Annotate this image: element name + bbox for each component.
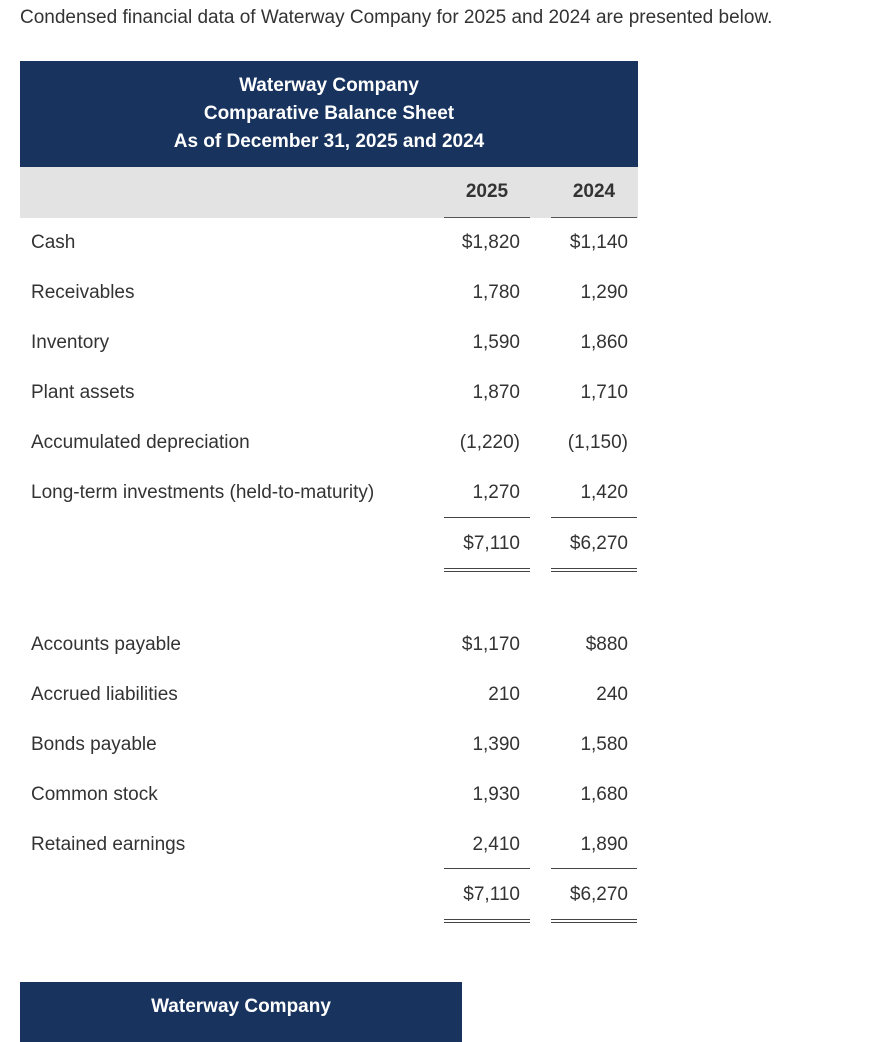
company-name: Waterway Company bbox=[239, 75, 419, 96]
long-term-investments-2024: 1,420 bbox=[580, 482, 628, 503]
row-label-cash: Cash bbox=[31, 232, 76, 253]
row-label-inventory: Inventory bbox=[31, 332, 110, 353]
year-2024-underline bbox=[551, 217, 637, 218]
balance-sheet-header: Waterway Company Comparative Balance She… bbox=[20, 61, 638, 167]
assets-subtotal-rule-2024 bbox=[551, 517, 637, 518]
row-label-long-term-investments: Long-term investments (held-to-maturity) bbox=[31, 482, 375, 503]
row-label-receivables: Receivables bbox=[31, 282, 135, 303]
accrued-liabilities-2025: 210 bbox=[488, 684, 520, 705]
assets-subtotal-rule-2025 bbox=[444, 517, 530, 518]
total-assets-2024: $6,270 bbox=[569, 533, 628, 554]
year-header-band bbox=[20, 167, 638, 218]
total-liabilities-equity-2025: $7,110 bbox=[463, 884, 520, 905]
row-label-accounts-payable: Accounts payable bbox=[31, 634, 181, 655]
accrued-liabilities-2024: 240 bbox=[596, 684, 628, 705]
inventory-2025: 1,590 bbox=[472, 332, 520, 353]
common-stock-2024: 1,680 bbox=[580, 784, 628, 805]
receivables-2025: 1,780 bbox=[472, 282, 520, 303]
row-label-common-stock: Common stock bbox=[31, 784, 158, 805]
row-label-accrued-liabilities: Accrued liabilities bbox=[31, 684, 178, 705]
liabilities-subtotal-rule-2025 bbox=[444, 868, 530, 869]
accounts-payable-2025: $1,170 bbox=[461, 634, 520, 655]
plant-assets-2024: 1,710 bbox=[580, 382, 628, 403]
assets-double-rule-2024 bbox=[551, 568, 637, 572]
row-label-accumulated-depreciation: Accumulated depreciation bbox=[31, 432, 250, 453]
inventory-2024: 1,860 bbox=[580, 332, 628, 353]
liabilities-double-rule-2024 bbox=[551, 919, 637, 923]
bonds-payable-2024: 1,580 bbox=[580, 734, 628, 755]
accumulated-depreciation-2025: (1,220) bbox=[459, 432, 520, 453]
liabilities-double-rule-2025 bbox=[444, 919, 530, 923]
next-statement-company: Waterway Company bbox=[151, 996, 331, 1017]
retained-earnings-2025: 2,410 bbox=[472, 834, 520, 855]
cash-2025: $1,820 bbox=[461, 232, 520, 253]
receivables-2024: 1,290 bbox=[580, 282, 628, 303]
accounts-payable-2024: $880 bbox=[585, 634, 628, 655]
row-label-bonds-payable: Bonds payable bbox=[31, 734, 157, 755]
liabilities-subtotal-rule-2024 bbox=[551, 868, 637, 869]
year-2025-underline bbox=[444, 217, 530, 218]
accumulated-depreciation-2024: (1,150) bbox=[567, 432, 628, 453]
total-liabilities-equity-2024: $6,270 bbox=[569, 884, 628, 905]
statement-title: Comparative Balance Sheet bbox=[203, 103, 455, 124]
statement-date: As of December 31, 2025 and 2024 bbox=[173, 131, 485, 152]
total-assets-2025: $7,110 bbox=[463, 533, 520, 554]
year-2024-header: 2024 bbox=[572, 181, 616, 202]
row-label-plant-assets: Plant assets bbox=[31, 382, 135, 403]
row-label-retained-earnings: Retained earnings bbox=[31, 834, 186, 855]
assets-double-rule-2025 bbox=[444, 568, 530, 572]
long-term-investments-2025: 1,270 bbox=[472, 482, 520, 503]
cash-2024: $1,140 bbox=[569, 232, 628, 253]
intro-text: Condensed financial data of Waterway Com… bbox=[20, 7, 773, 28]
retained-earnings-2024: 1,890 bbox=[580, 834, 628, 855]
year-2025-header: 2025 bbox=[465, 181, 509, 202]
bonds-payable-2025: 1,390 bbox=[472, 734, 520, 755]
plant-assets-2025: 1,870 bbox=[472, 382, 520, 403]
common-stock-2025: 1,930 bbox=[472, 784, 520, 805]
